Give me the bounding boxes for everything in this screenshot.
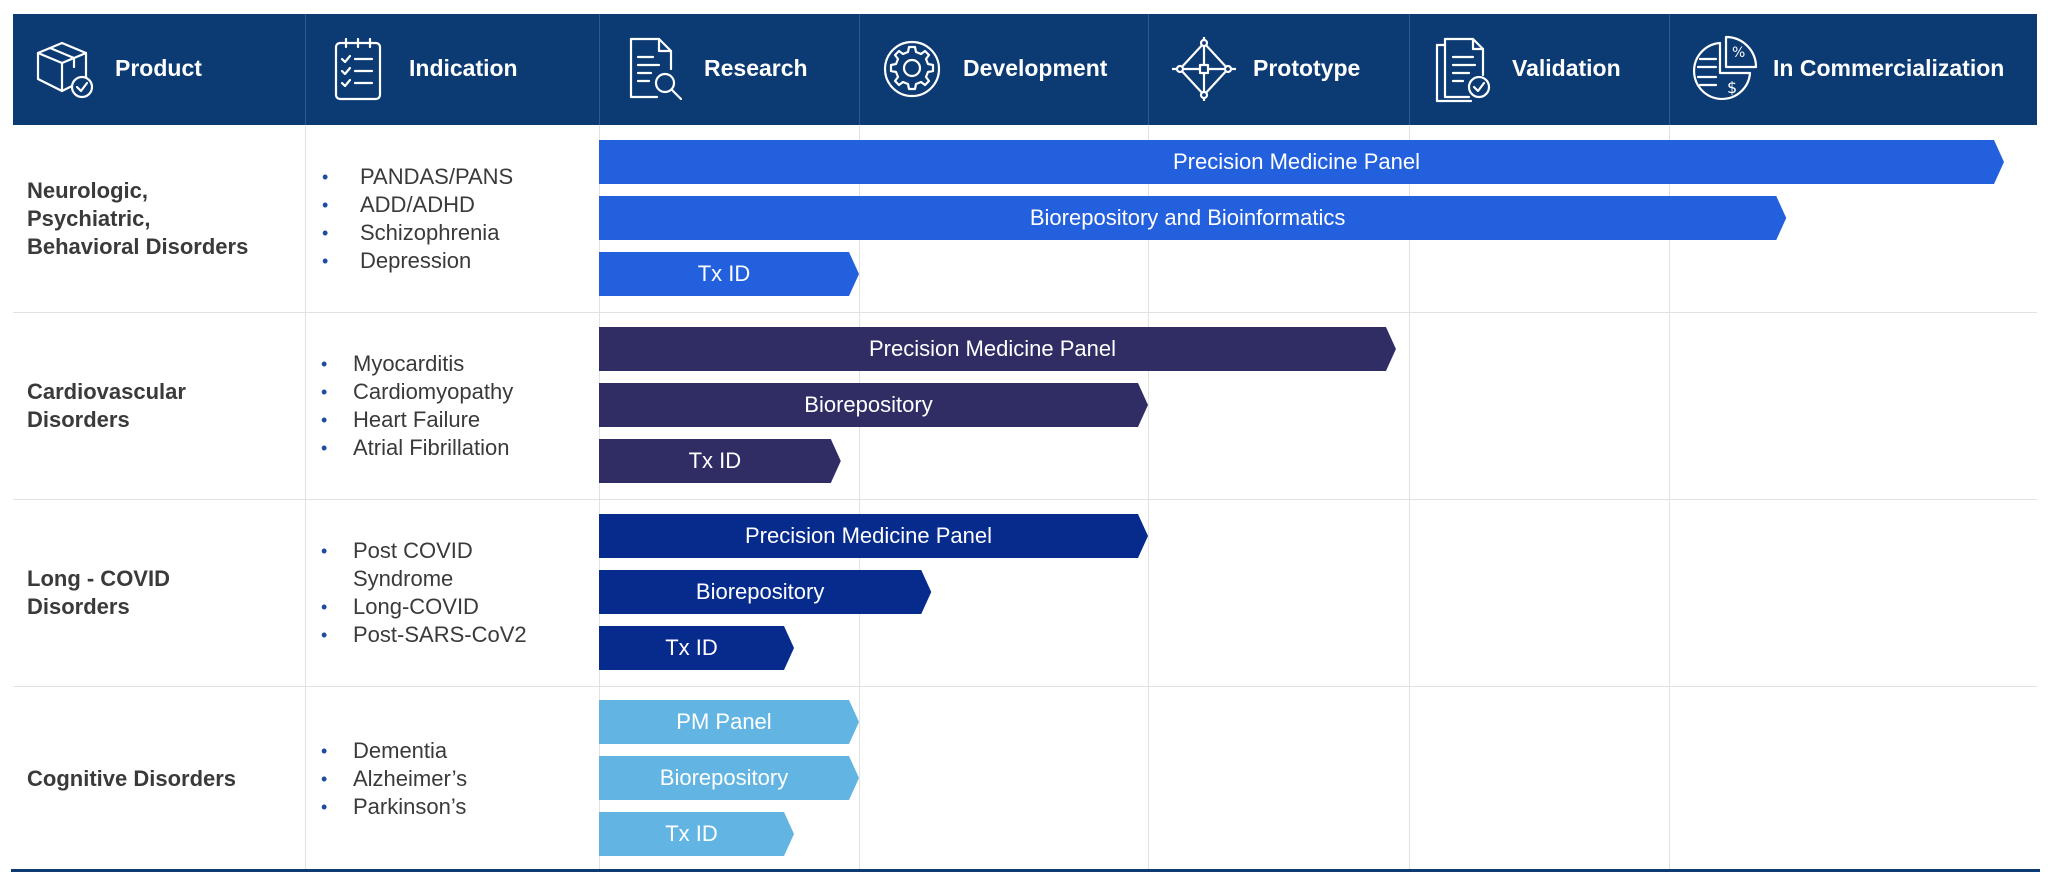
- pipeline-bar: [599, 626, 794, 670]
- row-divider: [13, 499, 2037, 500]
- pipeline-bar: [599, 252, 859, 296]
- bullet-icon: •: [321, 354, 328, 374]
- indication-list: • Myocarditis • Cardiomyopathy • Heart Fail…: [320, 350, 513, 462]
- bullet-icon: •: [321, 541, 328, 561]
- document-search-icon: [621, 35, 689, 103]
- indication-list: • Post COVID Syndrome • Long-COVID • Post-S…: [320, 537, 527, 649]
- svg-text:%: %: [1732, 45, 1745, 61]
- bullet-icon: •: [321, 410, 328, 430]
- row-divider: [13, 312, 2037, 313]
- bullet-icon: •: [321, 797, 328, 817]
- header-product: Product: [115, 55, 202, 81]
- indication-list: • Dementia • Alzheimer’s • Parkinson’s: [320, 737, 467, 821]
- header-separator: [599, 14, 600, 125]
- pipeline-bar: [599, 570, 932, 614]
- document-check-icon: [1429, 35, 1497, 103]
- pipeline-bar: [599, 756, 859, 800]
- product-label-line: Behavioral Disorders: [27, 234, 249, 259]
- header-separator: [305, 14, 306, 125]
- indication-item: • PANDAS/PANS: [322, 164, 514, 189]
- product-label-line: Cognitive Disorders: [27, 766, 237, 791]
- pipeline-bar: [599, 514, 1148, 558]
- header-separator: [1669, 14, 1670, 125]
- bullet-icon: •: [321, 382, 328, 402]
- pie-chart-money-icon: % $: [1690, 35, 1758, 103]
- indication-list: • PANDAS/PANS • ADD/ADHD • Schizophrenia • D…: [321, 163, 513, 275]
- bullet-icon: •: [321, 438, 328, 458]
- indication-item: • Myocarditis: [321, 351, 465, 376]
- bullet-icon: •: [321, 741, 328, 761]
- product-label-line: Long - COVID: [27, 566, 170, 591]
- product-label: Cardiovascular Disorders: [27, 378, 186, 434]
- indication-item: • Long-COVID: [321, 594, 479, 619]
- bullet-icon: •: [322, 251, 329, 271]
- pipeline-bar: [599, 140, 2004, 184]
- bullet-icon: •: [322, 195, 329, 215]
- product-label-line: Psychiatric,: [27, 206, 151, 231]
- indication-item: • Post COVID Syndrome: [321, 538, 473, 591]
- bullet-icon: •: [322, 223, 329, 243]
- pipeline-bar: [599, 700, 859, 744]
- grid-line: [1409, 125, 1410, 870]
- row-divider: [13, 686, 2037, 687]
- header-research: Research: [704, 55, 808, 81]
- header-separator: [1148, 14, 1149, 125]
- pipeline-bar: [599, 812, 794, 856]
- header-separator: [1409, 14, 1410, 125]
- clipboard-checklist-icon: [326, 35, 394, 103]
- bullet-icon: •: [322, 167, 329, 187]
- header-prototype: Prototype: [1253, 55, 1361, 81]
- grid-line: [305, 125, 306, 870]
- box-check-icon: [32, 35, 100, 103]
- indication-item: • Depression: [322, 248, 472, 273]
- product-label: Neurologic, Psychiatric, Behavioral Diso…: [27, 177, 248, 261]
- pipeline-bar: [599, 327, 1396, 371]
- grid-line: [859, 125, 860, 870]
- header-validation: Validation: [1512, 55, 1621, 81]
- bullet-icon: •: [321, 625, 328, 645]
- grid-line: [599, 125, 600, 870]
- network-diamond-icon: [1170, 35, 1238, 103]
- indication-item: • Cardiomyopathy: [321, 379, 514, 404]
- product-label: Cognitive Disorders: [27, 765, 236, 793]
- product-label-line: Disorders: [27, 594, 130, 619]
- gear-icon: [878, 35, 946, 103]
- product-label: Long - COVID Disorders: [27, 565, 170, 621]
- indication-item: • ADD/ADHD: [322, 192, 475, 217]
- indication-item: • Dementia: [321, 738, 448, 763]
- product-label-line: Neurologic,: [27, 178, 149, 203]
- bullet-icon: •: [321, 769, 328, 789]
- product-label-line: Disorders: [27, 407, 130, 432]
- indication-item: • Post-SARS-CoV2: [321, 622, 527, 647]
- bullet-icon: •: [321, 597, 328, 617]
- pipeline-bar: [599, 439, 841, 483]
- header-development: Development: [963, 55, 1108, 81]
- indication-item: • Heart Failure: [321, 407, 481, 432]
- indication-item: • Schizophrenia: [322, 220, 500, 245]
- bottom-rule: [11, 869, 2040, 872]
- header-in-commercialization: In Commercialization: [1773, 55, 2005, 81]
- svg-text:$: $: [1727, 78, 1737, 97]
- header-separator: [859, 14, 860, 125]
- header-indication: Indication: [409, 55, 518, 81]
- header-bar: [13, 14, 2037, 125]
- indication-item: • Alzheimer’s: [321, 766, 468, 791]
- grid-line: [1148, 125, 1149, 870]
- indication-item: • Atrial Fibrillation: [321, 435, 510, 460]
- grid-line: [1669, 125, 1670, 870]
- product-label-line: Cardiovascular: [27, 379, 186, 404]
- pipeline-bar: [599, 383, 1148, 427]
- indication-item: • Parkinson’s: [321, 794, 467, 819]
- pipeline-bar: [599, 196, 1787, 240]
